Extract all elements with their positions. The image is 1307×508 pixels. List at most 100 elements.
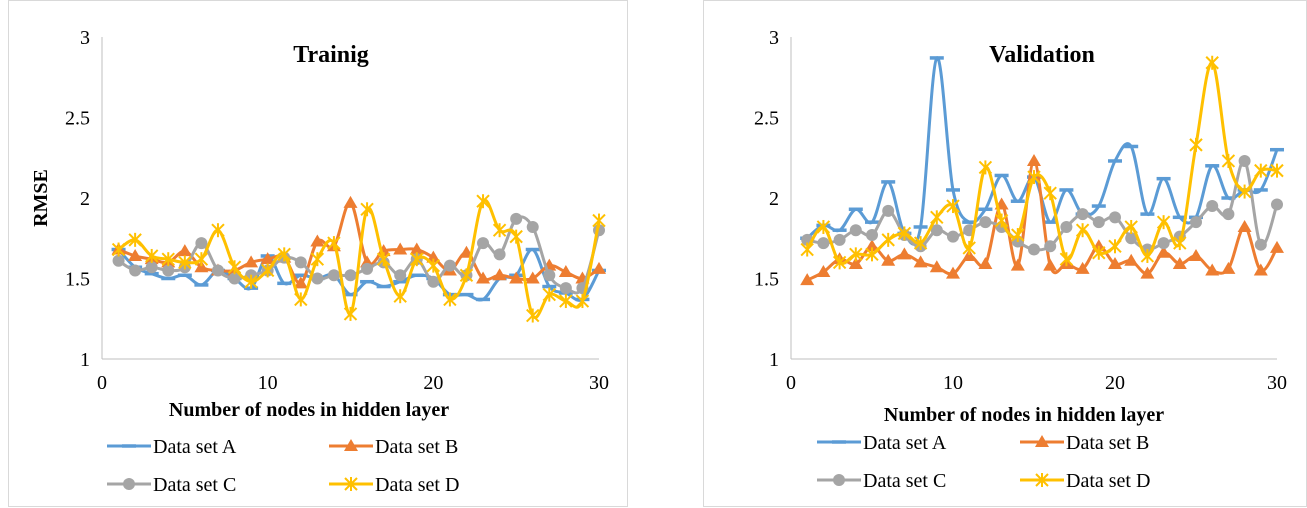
data-point: [1156, 215, 1171, 230]
data-point: [1140, 248, 1155, 263]
x-tick-label: 10: [258, 372, 278, 394]
data-point: [865, 247, 879, 262]
data-point: [177, 244, 192, 257]
x-tick-label: 20: [1105, 372, 1125, 394]
data-point: [913, 236, 928, 251]
data-point: [1043, 186, 1057, 201]
data-point: [1190, 216, 1202, 229]
data-point: [800, 242, 814, 257]
legend-marker: [344, 439, 358, 451]
data-point: [833, 233, 846, 246]
data-point: [260, 252, 275, 265]
x-tick-label: 0: [97, 372, 107, 394]
legend-marker: [1035, 473, 1049, 487]
data-point: [244, 274, 258, 289]
y-tick-label: 1.5: [754, 269, 779, 291]
data-point: [978, 160, 993, 175]
series-data-set-d: [111, 194, 606, 323]
data-point: [493, 248, 506, 261]
legend-entry: Data set C: [817, 470, 946, 492]
data-point: [1205, 55, 1219, 70]
data-point: [492, 223, 507, 238]
data-point: [1109, 211, 1121, 224]
legend-label: Data set D: [375, 474, 459, 496]
data-point: [211, 223, 225, 238]
data-point: [492, 268, 507, 281]
legend-marker: [344, 477, 358, 491]
y-tick-label: 3: [769, 27, 779, 49]
data-point: [800, 273, 815, 286]
chart-panel-validation: 1 1.5 2 2.5 3 0 10 20 30 Validation Number of node…: [703, 0, 1307, 507]
data-point: [1010, 258, 1025, 271]
data-point: [426, 250, 441, 263]
data-point: [1221, 261, 1236, 274]
data-point: [897, 247, 912, 260]
data-point: [559, 282, 572, 295]
data-point: [394, 269, 407, 282]
y-tick-label: 2: [80, 188, 90, 210]
x-axis-label: Number of nodes in hidden layer: [884, 404, 1164, 426]
data-point: [1205, 263, 1220, 276]
data-point: [930, 224, 943, 237]
data-point: [526, 220, 539, 233]
legend-label: Data set A: [863, 432, 947, 454]
y-tick-label: 2.5: [65, 108, 90, 130]
legend-label: Data set C: [153, 474, 236, 496]
data-point: [393, 289, 407, 304]
data-point: [525, 271, 540, 284]
data-point: [476, 194, 490, 209]
y-axis-label: RMSE: [30, 169, 52, 227]
data-point: [1043, 258, 1058, 271]
legend-entry: Data set A: [107, 436, 237, 458]
y-tick-label: 3: [80, 27, 90, 49]
data-point: [144, 248, 159, 263]
data-point: [1270, 163, 1284, 178]
legend-marker: [833, 474, 845, 486]
data-point: [817, 237, 830, 250]
data-point: [294, 292, 308, 307]
x-tick-label: 0: [786, 372, 796, 394]
data-point: [310, 234, 325, 247]
data-point: [962, 248, 977, 261]
data-point: [443, 259, 456, 272]
data-point: [1011, 228, 1025, 243]
data-point: [994, 213, 1009, 228]
data-point: [1206, 200, 1219, 213]
x-tick-label: 10: [943, 372, 963, 394]
data-point: [178, 255, 192, 270]
data-point: [913, 255, 928, 268]
data-point: [310, 252, 325, 267]
data-point: [1124, 253, 1139, 266]
data-point: [1075, 261, 1090, 274]
data-point: [277, 247, 291, 262]
data-point: [1060, 220, 1073, 233]
data-point: [195, 237, 208, 250]
data-point: [343, 195, 358, 208]
data-point: [1028, 243, 1040, 256]
data-point: [575, 294, 590, 309]
data-point: [1238, 154, 1251, 167]
data-point: [1237, 184, 1252, 199]
data-point: [1108, 257, 1122, 270]
legend-entry: Data set B: [1020, 432, 1149, 454]
data-point: [1271, 198, 1283, 211]
data-point: [344, 269, 357, 282]
data-point: [1059, 252, 1074, 267]
data-point: [311, 272, 324, 285]
y-tick-label: 1.5: [65, 269, 90, 291]
data-point: [376, 252, 391, 267]
data-point: [947, 230, 959, 243]
data-point: [1222, 208, 1235, 221]
data-point: [1156, 245, 1171, 258]
data-point: [1092, 216, 1105, 229]
legend-label: Data set A: [153, 436, 237, 458]
data-point: [1270, 240, 1284, 253]
data-point: [1189, 248, 1203, 261]
data-point: [962, 240, 976, 255]
data-point: [1092, 245, 1106, 260]
chart-panel-training: 1 1.5 2 2.5 3 0 10 20 30 Trainig Number of nodes i…: [8, 0, 628, 507]
data-point: [559, 294, 573, 309]
legend-marker: [1035, 435, 1049, 447]
x-tick-label: 30: [1267, 372, 1287, 394]
y-tick-label: 1: [80, 349, 90, 371]
